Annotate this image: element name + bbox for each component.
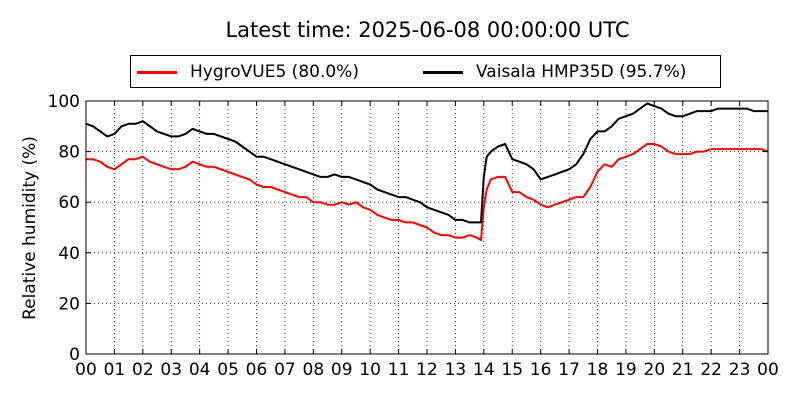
x-tick-label: 03	[160, 360, 182, 380]
x-tick-label: 14	[473, 360, 495, 380]
y-tick-label: 100	[48, 92, 80, 112]
x-tick-label: 12	[416, 360, 438, 380]
legend-swatch-vaisala	[423, 70, 463, 74]
x-tick-label: 06	[246, 360, 268, 380]
x-tick-label: 21	[672, 360, 694, 380]
legend-item-hygrovue5: HygroVUE5 (80.0%)	[137, 61, 359, 83]
legend-swatch-hygrovue5	[137, 70, 177, 74]
y-tick-label: 60	[58, 193, 80, 213]
x-tick-label: 00	[75, 360, 97, 380]
axis-ticks: 00 01 02 03 04 05 06 07 08 09 10 11 12 13 14 15 16 17 18 19…	[48, 92, 779, 380]
chart-title: Latest time: 2025-06-08 00:00:00 UTC	[225, 18, 630, 42]
x-tick-label: 18	[587, 360, 609, 380]
series-lines	[85, 102, 769, 242]
x-tick-label: 08	[303, 360, 325, 380]
x-tick-label: 20	[644, 360, 666, 380]
chart-legend: HygroVUE5 (80.0%) Vaisala HMP35D (95.7%)	[130, 55, 721, 88]
x-tick-label: 22	[700, 360, 722, 380]
x-tick-label: 19	[615, 360, 637, 380]
legend-label-hygrovue5: HygroVUE5 (80.0%)	[190, 62, 359, 82]
grid-lines	[86, 101, 768, 354]
x-tick-label: 15	[501, 360, 523, 380]
y-tick-label: 80	[58, 143, 80, 163]
y-tick-label: 40	[58, 244, 80, 264]
x-tick-label: 23	[729, 360, 751, 380]
x-tick-label: 16	[530, 360, 552, 380]
x-tick-label: 00	[757, 360, 779, 380]
legend-item-vaisala: Vaisala HMP35D (95.7%)	[423, 61, 686, 83]
x-tick-label: 09	[331, 360, 353, 380]
y-tick-label: 0	[69, 345, 80, 365]
x-tick-label: 17	[558, 360, 580, 380]
x-tick-label: 02	[132, 360, 154, 380]
x-tick-label: 13	[445, 360, 467, 380]
x-tick-label: 07	[274, 360, 296, 380]
series-line-hygrovue5	[86, 143, 769, 242]
x-tick-label: 05	[217, 360, 239, 380]
y-tick-label: 20	[58, 294, 80, 314]
x-tick-label: 04	[189, 360, 211, 380]
x-tick-label: 11	[388, 360, 410, 380]
x-tick-label: 10	[359, 360, 381, 380]
series-line-vaisala	[85, 102, 768, 224]
x-tick-label: 01	[104, 360, 126, 380]
legend-label-vaisala: Vaisala HMP35D (95.7%)	[476, 62, 687, 82]
